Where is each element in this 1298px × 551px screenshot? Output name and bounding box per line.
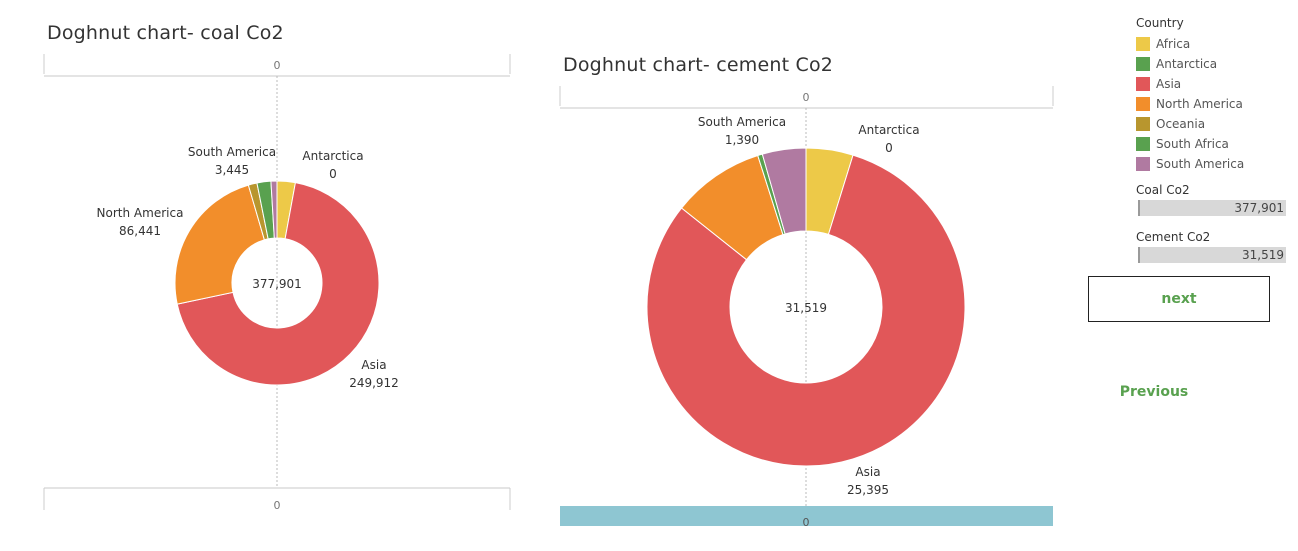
legend-swatch (1136, 97, 1150, 111)
label-north-america-value: 86,441 (119, 224, 161, 238)
label-asia-value: 25,395 (847, 483, 889, 497)
coal-donut-chart: 0 0 377,901 Antarctica 0 Asia 249,912 No… (43, 54, 511, 512)
legend-label: Antarctica (1156, 57, 1218, 71)
legend-item-north-america[interactable]: North America (1136, 94, 1244, 114)
label-antarctica-value: 0 (885, 141, 893, 155)
coal-param-value[interactable]: 377,901 (1138, 200, 1286, 216)
legend-title: Country (1136, 16, 1184, 30)
legend-label: South Africa (1156, 137, 1229, 151)
label-antarctica-value: 0 (329, 167, 337, 181)
cement-param-value[interactable]: 31,519 (1138, 247, 1286, 263)
label-asia-value: 249,912 (349, 376, 399, 390)
label-asia-name: Asia (855, 465, 880, 479)
legend-label: South America (1156, 157, 1245, 171)
legend-item-oceania[interactable]: Oceania (1136, 114, 1244, 134)
next-button[interactable]: next (1088, 276, 1270, 322)
label-north-america-name: North America (97, 206, 184, 220)
label-asia-name: Asia (361, 358, 386, 372)
coal-chart-title: Doghnut chart- coal Co2 (47, 22, 284, 44)
legend-item-south-america[interactable]: South America (1136, 154, 1244, 174)
label-antarctica-name: Antarctica (858, 123, 919, 137)
legend-swatch (1136, 57, 1150, 71)
cement-chart-title: Doghnut chart- cement Co2 (563, 54, 834, 76)
legend-label: Oceania (1156, 117, 1206, 131)
country-legend: Country Africa Antarctica Asia North Americ… (1136, 16, 1244, 174)
legend-label: Asia (1156, 77, 1182, 91)
cement-donut-chart: 0 0 31,519 Antarctica 0 Asia 25,395 Sout… (559, 86, 1054, 529)
label-south-america-name: South America (188, 145, 276, 159)
legend-label: Africa (1156, 37, 1191, 51)
bottom-scroll-band[interactable] (560, 506, 1053, 526)
legend-item-south-africa[interactable]: South Africa (1136, 134, 1244, 154)
axis-bottom-label: 0 (803, 516, 810, 529)
legend-swatch (1136, 157, 1150, 171)
legend-swatch (1136, 117, 1150, 131)
legend-label: North America (1156, 97, 1243, 111)
cement-slices (646, 147, 966, 467)
cement-param-label: Cement Co2 (1136, 230, 1211, 244)
label-south-america-value: 3,445 (215, 163, 249, 177)
legend-item-asia[interactable]: Asia (1136, 74, 1244, 94)
legend-item-africa[interactable]: Africa (1136, 34, 1244, 54)
slice-south-america[interactable] (761, 147, 807, 235)
previous-button[interactable]: Previous (1119, 384, 1189, 400)
label-south-america-name: South America (698, 115, 786, 129)
slice-south-america[interactable] (270, 180, 278, 239)
axis-top-label: 0 (274, 59, 281, 72)
coal-slices (174, 180, 380, 386)
legend-item-antarctica[interactable]: Antarctica (1136, 54, 1244, 74)
legend-swatch (1136, 37, 1150, 51)
label-south-america-value: 1,390 (725, 133, 759, 147)
axis-bottom-label: 0 (274, 499, 281, 512)
coal-param-label: Coal Co2 (1136, 183, 1190, 197)
legend-swatch (1136, 137, 1150, 151)
slice-north-america[interactable] (174, 184, 265, 305)
slice-asia[interactable] (646, 154, 966, 467)
legend-swatch (1136, 77, 1150, 91)
axis-top-label: 0 (803, 91, 810, 104)
label-antarctica-name: Antarctica (302, 149, 363, 163)
cement-center-total: 31,519 (785, 301, 827, 315)
slice-asia[interactable] (176, 182, 380, 386)
coal-center-total: 377,901 (252, 277, 302, 291)
